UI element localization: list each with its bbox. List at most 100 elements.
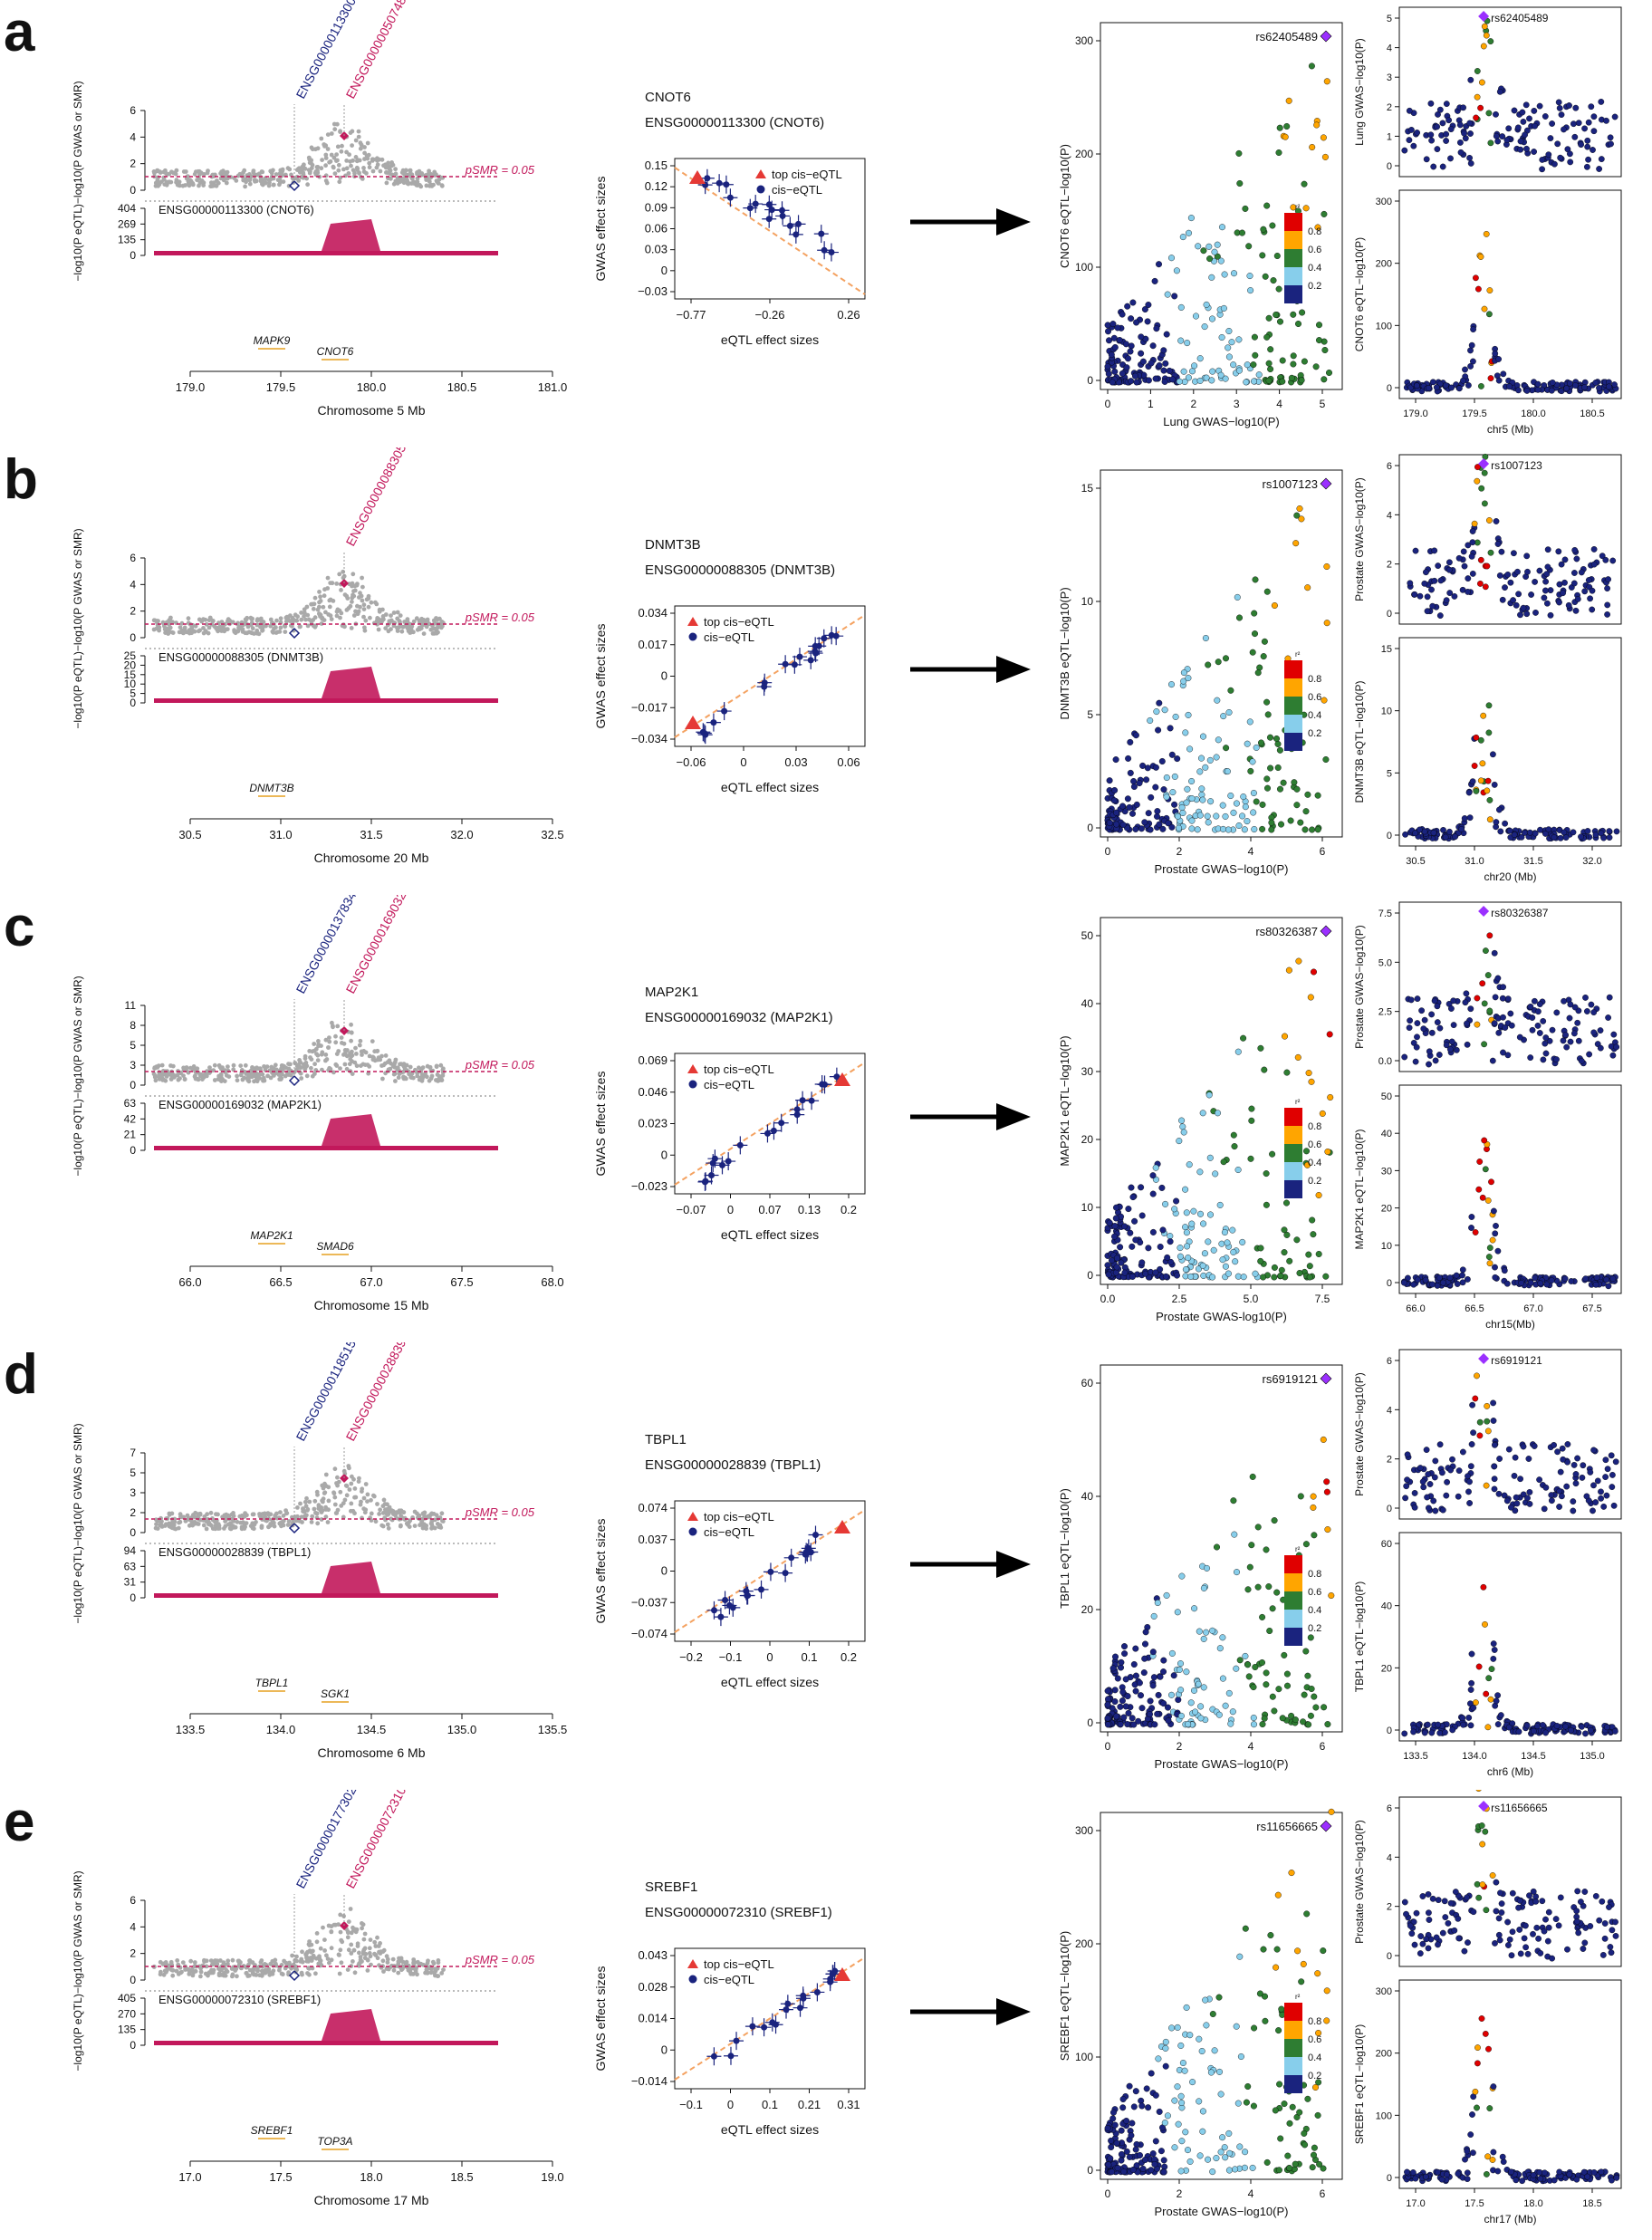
gwas-point	[278, 625, 283, 630]
panel-letter: c	[4, 896, 35, 958]
scatter-point	[1209, 368, 1216, 375]
scatter-point	[1310, 1504, 1317, 1511]
side-point	[1536, 1476, 1543, 1484]
side-snp-label: rs6919121	[1491, 1354, 1542, 1367]
scatter-point	[1215, 736, 1222, 744]
side-point	[1522, 101, 1530, 109]
scatter-point	[1141, 819, 1148, 826]
side-y-tick: 15	[1381, 644, 1392, 655]
scatter-point	[1111, 1223, 1119, 1230]
side-point	[1604, 585, 1611, 592]
scatter-point	[1225, 826, 1232, 833]
scatter-point	[1124, 795, 1131, 803]
side-point	[1436, 1024, 1444, 1032]
side-point	[1487, 1696, 1494, 1703]
colorbar-cell	[1284, 1180, 1302, 1198]
scatter-point	[1230, 809, 1237, 816]
scatter-point	[1153, 325, 1160, 332]
gwas-point	[339, 149, 344, 154]
side-y-tick: 0	[1387, 831, 1392, 841]
side-point	[1568, 1278, 1575, 1284]
gwas-point	[327, 1065, 332, 1071]
gwas-point	[327, 604, 332, 610]
smr-locus-plot: −log10(P eQTL)−log10(P GWAS or SMR) 75320…	[72, 1342, 567, 1760]
side-point	[1527, 1279, 1534, 1286]
scatter-point	[1141, 1655, 1148, 1662]
scatter-point	[1147, 1697, 1154, 1705]
side-point	[1403, 1483, 1410, 1490]
gwas-point	[347, 152, 351, 158]
scatter-point	[1145, 302, 1152, 309]
scatter-point	[1279, 1715, 1286, 1722]
side-point	[1413, 1043, 1420, 1051]
gwas-point	[343, 1483, 349, 1488]
side-point	[1539, 156, 1546, 163]
side-point	[1499, 596, 1506, 603]
chr-tick-label: 180.5	[447, 380, 477, 394]
side-point	[1443, 1042, 1450, 1049]
gwas-point	[196, 1522, 201, 1526]
side-point	[1469, 539, 1476, 546]
side-point	[1486, 1007, 1494, 1014]
gwas-point	[310, 162, 315, 168]
gwas-point	[280, 167, 285, 172]
scatter-point	[1215, 1711, 1223, 1718]
gwas-point	[161, 178, 167, 182]
side-point	[1425, 1471, 1432, 1478]
gwas-point	[391, 610, 397, 615]
side-y-tick: 0	[1387, 1278, 1392, 1289]
eqtl-peak	[322, 667, 380, 698]
side-point	[1407, 580, 1414, 587]
gwas-point	[186, 1516, 191, 1521]
scatter-point	[1217, 257, 1225, 264]
gwas-point	[379, 1053, 384, 1059]
side-point	[1524, 568, 1531, 575]
scatter-point	[1216, 1645, 1224, 1652]
side-point	[1410, 1281, 1417, 1288]
side-point	[1467, 1005, 1474, 1013]
gwas-point	[440, 1073, 446, 1078]
side-point	[1480, 1583, 1487, 1591]
eqtl-probe-label: ENSG00000088305 (DNMT3B)	[158, 650, 323, 664]
cis-eqtl-point	[812, 1532, 819, 1538]
gwas-point	[350, 143, 354, 149]
gwas-point	[329, 1957, 334, 1963]
scatter-point	[1323, 562, 1330, 570]
smr-locus-plot: −log10(P eQTL)−log10(P GWAS or SMR) 6420p…	[72, 447, 564, 865]
gwas-point	[312, 1062, 317, 1067]
locuscompare-scatter: TBPL1 eQTL−log10(P)Prostate GWAS−log10(P…	[1058, 1364, 1343, 1771]
scatter-point	[1131, 1217, 1138, 1225]
side-point	[1567, 159, 1574, 166]
arrow	[910, 656, 1031, 683]
side-point	[1602, 1474, 1609, 1481]
side-point	[1549, 1026, 1556, 1033]
scatter-point	[1203, 374, 1210, 381]
side-point	[1562, 1032, 1570, 1039]
gwas-point	[400, 1062, 406, 1068]
gwas-point	[411, 619, 417, 624]
gwas-point	[238, 1072, 244, 1078]
side-point	[1479, 79, 1485, 86]
scatter-point	[1187, 1273, 1195, 1280]
scatter-point	[1149, 1649, 1157, 1656]
scatter-point	[1242, 205, 1249, 212]
gwas-point	[381, 1497, 387, 1503]
gwas-point	[409, 177, 415, 182]
scatter-frame	[1100, 469, 1343, 838]
side-point	[1414, 1033, 1420, 1041]
side-point	[1523, 553, 1531, 560]
side-point	[1407, 1017, 1414, 1024]
gwas-point	[334, 1511, 340, 1515]
gwas-point	[177, 630, 182, 635]
scatter-x-label: Prostate GWAS−log10(P)	[1155, 862, 1289, 876]
scatter-point	[1326, 1031, 1333, 1038]
colorbar-cell	[1284, 1610, 1302, 1628]
scatter-point	[1287, 817, 1294, 824]
scatter-point	[1131, 372, 1138, 380]
side-point	[1514, 568, 1521, 575]
gwas-point	[350, 1049, 354, 1054]
gwas-point	[247, 178, 253, 183]
side-y-tick: 10	[1381, 1241, 1392, 1252]
gwas-point	[366, 1071, 371, 1076]
side-y-label: Prostate GWAS−log10(P)	[1353, 925, 1366, 1049]
